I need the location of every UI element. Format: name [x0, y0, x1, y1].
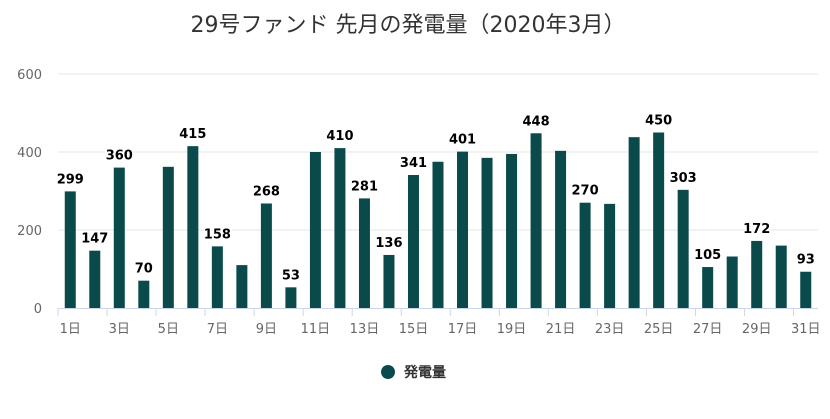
y-axis-ticks: 0 200 400 600 [17, 68, 42, 317]
x-tick-label: 23日 [595, 322, 625, 337]
bar[interactable] [800, 271, 812, 308]
x-tick-label: 27日 [693, 322, 723, 337]
x-tick-label: 15日 [399, 322, 429, 337]
data-label: 70 [135, 262, 153, 277]
bar[interactable] [457, 151, 469, 308]
data-label: 415 [179, 127, 206, 142]
legend-label: 発電量 [403, 364, 446, 381]
bar[interactable] [187, 146, 199, 308]
bar[interactable] [726, 256, 738, 308]
data-label: 448 [522, 114, 549, 129]
data-label: 270 [572, 184, 599, 199]
bar[interactable] [555, 150, 567, 308]
bar[interactable] [358, 198, 370, 308]
chart-title: 29号ファンド 先月の発電量（2020年3月） [191, 13, 626, 38]
data-label: 410 [326, 129, 353, 144]
data-label: 450 [645, 114, 672, 129]
data-label: 303 [670, 171, 697, 186]
y-tick-label: 0 [34, 302, 42, 317]
x-tick-label: 7日 [207, 322, 228, 337]
y-tick-label: 400 [17, 146, 42, 161]
x-axis-ticks: 1日 3日 5日 7日 9日 11日 13日 15日 17日 19日 21日 23日 25日 27日 29日… [60, 322, 821, 337]
bar[interactable] [285, 287, 297, 308]
x-axis [57, 308, 818, 316]
data-label: 172 [743, 222, 770, 237]
bar[interactable] [113, 167, 125, 308]
bar[interactable] [383, 254, 395, 308]
bar-series [64, 132, 812, 309]
data-label: 53 [282, 268, 300, 283]
bar[interactable] [530, 133, 542, 308]
data-label: 281 [351, 179, 378, 194]
data-label: 136 [375, 236, 402, 251]
y-tick-label: 600 [17, 68, 42, 83]
y-tick-label: 200 [17, 224, 42, 239]
bar[interactable] [211, 246, 223, 308]
data-label: 158 [204, 227, 231, 242]
bar[interactable] [604, 203, 616, 308]
data-label: 147 [81, 232, 108, 247]
bar[interactable] [407, 175, 419, 308]
data-label: 93 [797, 253, 815, 268]
x-tick-label: 29日 [742, 322, 772, 337]
x-tick-label: 21日 [546, 322, 576, 337]
data-labels: 299 147 360 70 415 158 268 53 410 281 136 341 401 448… [55, 112, 816, 285]
bar[interactable] [751, 240, 763, 308]
data-label: 105 [694, 248, 721, 263]
bar[interactable] [702, 267, 714, 308]
x-tick-label: 13日 [350, 322, 380, 337]
data-label: 341 [400, 156, 427, 171]
bar[interactable] [309, 152, 321, 308]
bar[interactable] [775, 245, 787, 308]
legend[interactable]: 発電量 [381, 364, 446, 381]
bar[interactable] [677, 189, 689, 308]
x-tick-label: 5日 [158, 322, 179, 337]
bar[interactable] [653, 132, 665, 309]
bar[interactable] [138, 280, 150, 308]
bar[interactable] [236, 265, 248, 308]
x-tick-label: 19日 [497, 322, 527, 337]
x-tick-label: 9日 [256, 322, 277, 337]
x-tick-label: 11日 [301, 322, 331, 337]
legend-swatch [381, 365, 395, 379]
x-tick-label: 3日 [109, 322, 130, 337]
bar[interactable] [481, 157, 493, 308]
bar[interactable] [628, 137, 640, 308]
x-tick-label: 31日 [791, 322, 821, 337]
bar[interactable] [432, 161, 444, 308]
data-label: 299 [57, 172, 84, 187]
x-tick-label: 1日 [60, 322, 81, 337]
bar[interactable] [334, 148, 346, 308]
bar[interactable] [162, 166, 174, 308]
x-tick-label: 25日 [644, 322, 674, 337]
data-label: 268 [253, 184, 280, 199]
bar[interactable] [260, 203, 272, 308]
data-label: 401 [449, 133, 476, 148]
bar[interactable] [89, 250, 101, 308]
x-tick-label: 17日 [448, 322, 478, 337]
bar[interactable] [64, 191, 76, 308]
bar[interactable] [506, 153, 518, 308]
bar[interactable] [579, 202, 591, 308]
data-label: 360 [106, 149, 133, 164]
